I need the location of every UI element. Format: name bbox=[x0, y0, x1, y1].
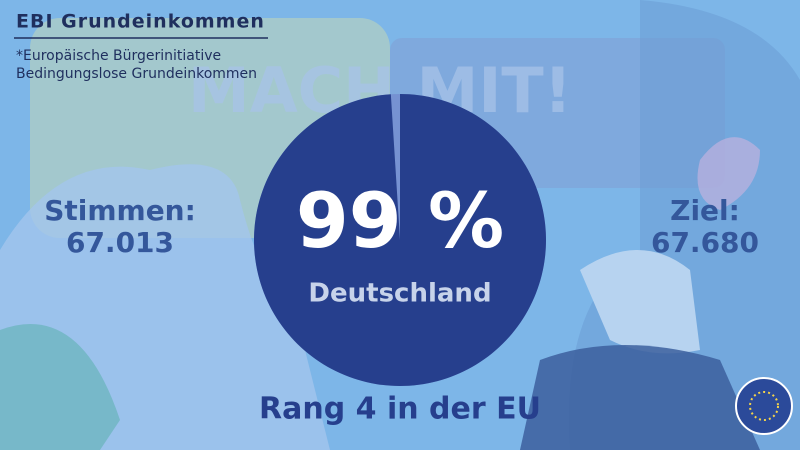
goal-label: Ziel: bbox=[670, 194, 740, 227]
rank: Rang 4 in der EU bbox=[259, 392, 541, 427]
logo-circle bbox=[735, 377, 793, 435]
jacket bbox=[520, 345, 760, 450]
category-label: Deutschland bbox=[308, 279, 491, 309]
goal-value: 67.680 bbox=[651, 226, 759, 259]
pie-slice bbox=[254, 94, 547, 387]
subtitle: *Europäische Bürgerinitiative bbox=[16, 48, 221, 64]
title: EBI Grundeinkommen bbox=[16, 11, 265, 33]
face bbox=[580, 250, 700, 354]
value-label: 99 % bbox=[296, 176, 504, 265]
logo-stars bbox=[749, 391, 779, 421]
shape bbox=[0, 324, 120, 450]
subtitle: Bedingungslose Grundeinkommen bbox=[16, 66, 257, 82]
pie-chart bbox=[254, 94, 547, 387]
logo bbox=[735, 377, 793, 435]
votes-value: 67.013 bbox=[66, 226, 174, 259]
hand bbox=[697, 137, 760, 210]
votes-label: Stimmen: bbox=[44, 194, 196, 227]
